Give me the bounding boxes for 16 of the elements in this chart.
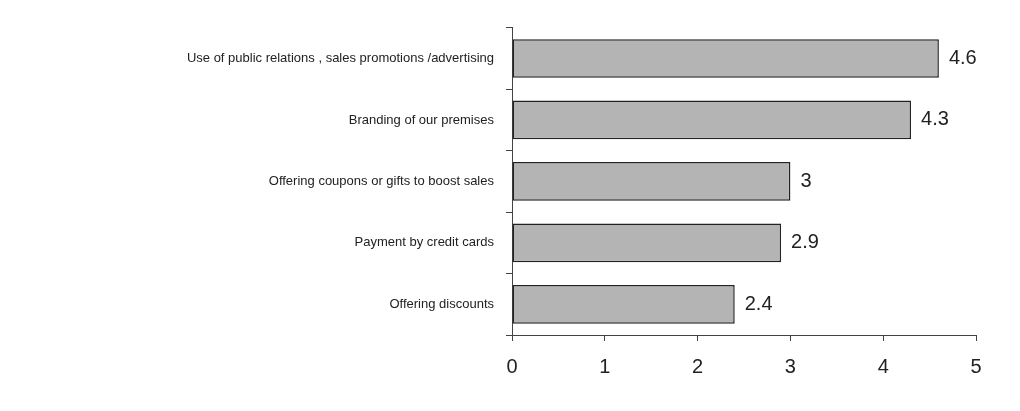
x-tick-label: 1 [599, 354, 611, 377]
y-tick-label: Offering discounts [389, 295, 495, 311]
data-label: 3 [800, 168, 812, 191]
x-tick-label: 0 [506, 354, 518, 377]
y-tick-label: Branding of our premises [348, 111, 495, 127]
data-label: 2.9 [791, 230, 819, 253]
x-tick-label: 4 [877, 354, 889, 377]
y-tick-label: Use of public relations , sales promotions /advertising [186, 50, 494, 66]
y-tick-label: Offering coupons or gifts to boost sales [268, 172, 495, 188]
y-tick-label: Payment by credit cards [354, 234, 495, 250]
data-label: 2.4 [744, 291, 773, 314]
x-tick-label: 5 [970, 354, 982, 377]
x-tick-label: 3 [784, 354, 796, 377]
x-tick-label: 2 [692, 354, 704, 377]
data-label: 4.6 [948, 46, 977, 69]
data-label: 4.3 [921, 107, 949, 130]
